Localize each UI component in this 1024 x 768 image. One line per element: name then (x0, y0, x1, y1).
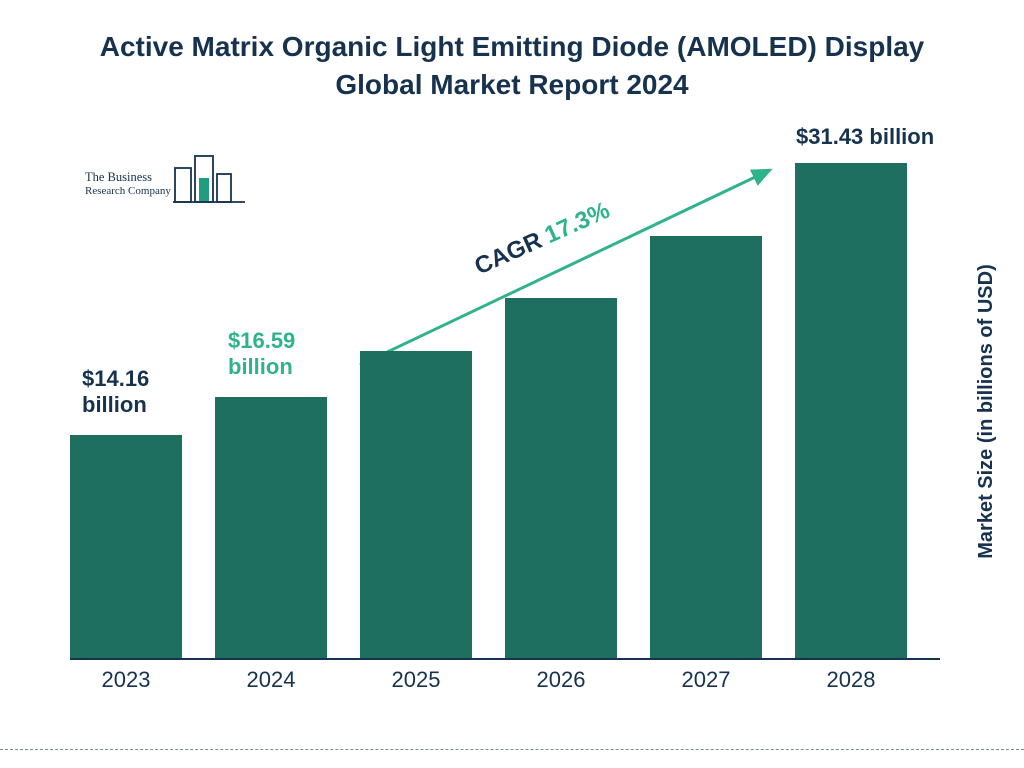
x-tick-label: 2026 (537, 667, 586, 693)
x-tick-label: 2027 (682, 667, 731, 693)
plot-region: CAGR17.3% $14.16billion$16.59billion$31.… (70, 140, 940, 660)
x-tick-label: 2023 (102, 667, 151, 693)
bar (505, 298, 617, 658)
value-label: $31.43 billion (796, 124, 934, 150)
value-label: $14.16billion (82, 366, 149, 419)
chart-title: Active Matrix Organic Light Emitting Dio… (0, 0, 1024, 114)
bar (795, 163, 907, 658)
value-label: $16.59billion (228, 328, 295, 381)
footer-divider (0, 749, 1024, 750)
chart-area: CAGR17.3% $14.16billion$16.59billion$31.… (70, 140, 940, 700)
y-axis-label: Market Size (in billions of USD) (975, 264, 998, 558)
x-axis-labels: 2023 2024 2025 2026 2027 2028 (70, 665, 940, 705)
bar (215, 397, 327, 658)
bar (360, 351, 472, 658)
bar (70, 435, 182, 658)
x-tick-label: 2025 (392, 667, 441, 693)
x-tick-label: 2028 (827, 667, 876, 693)
x-tick-label: 2024 (247, 667, 296, 693)
bar (650, 236, 762, 658)
